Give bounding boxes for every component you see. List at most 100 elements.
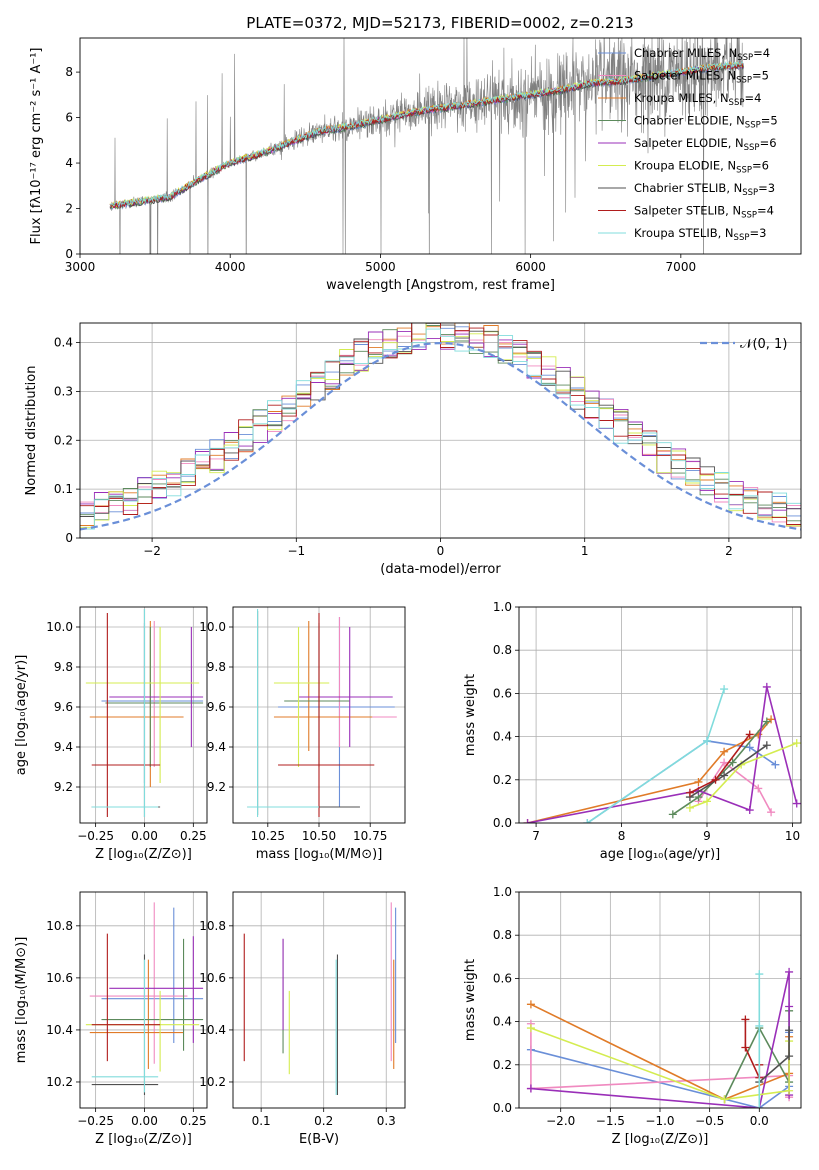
normal-curve: [80, 341, 801, 531]
weight-marker: [792, 799, 801, 808]
x-tick-label: −1: [287, 544, 305, 558]
y-tick-label: 10.4: [199, 1023, 226, 1037]
x-tick-label: −0.25: [77, 1114, 114, 1128]
panel-massweight_vs_age: 7 8 9 10 0.0 0.2 0.4 0.6 0.8 1.0 age [log₁₀(age/yr…: [463, 600, 802, 862]
legend-entry: Kroupa ELODIE, NSSP=6: [634, 159, 769, 176]
y-tick-label: 9.6: [54, 700, 73, 714]
y-tick-label: 0.2: [493, 773, 512, 787]
y-axis-label: age [log₁₀(age/yr)]: [14, 655, 29, 776]
y-tick-label: 10.6: [199, 971, 226, 985]
x-tick-label: 4000: [215, 260, 246, 274]
y-tick-label: 10.8: [46, 919, 73, 933]
weight-marker: [755, 1021, 764, 1030]
weight-marker: [720, 1095, 729, 1104]
x-axis-label: Z [log₁₀(Z/Z⊙)]: [95, 847, 192, 862]
weight-marker: [685, 803, 694, 812]
panel-mass_vs_Z: −0.25 0.00 0.25 10.2 10.4 10.6 10.8 Z [log₁₀(Z/…: [14, 891, 208, 1147]
weight-marker: [526, 1000, 535, 1009]
weight-marker: [785, 1052, 794, 1061]
panel-age_vs_mass: 10.25 10.50 10.75 9.2 9.4 9.6 9.8 10.0 mass [log…: [199, 606, 406, 862]
legend-entry: Kroupa STELIB, NSSP=3: [634, 226, 766, 243]
x-tick-label: 1: [581, 544, 589, 558]
weight-marker: [694, 777, 703, 786]
y-tick-label: 0.2: [493, 1058, 512, 1072]
y-tick-label: 1.0: [493, 600, 512, 614]
legend-entry: Chabrier MILES, NSSP=4: [634, 46, 770, 63]
x-tick-label: −1.0: [645, 1114, 674, 1128]
weight-marker: [755, 970, 764, 979]
y-tick-label: 0.8: [493, 928, 512, 942]
x-tick-label: −1.5: [596, 1114, 625, 1128]
y-axis-label: mass weight: [463, 959, 478, 1041]
y-tick-label: 0.4: [493, 730, 512, 744]
plot-area-mass_vs_ebv: [243, 902, 397, 1095]
weight-marker: [523, 819, 532, 823]
x-tick-label: 7000: [666, 260, 697, 274]
weight-marker: [785, 1026, 794, 1035]
x-tick-label: −2.0: [546, 1114, 575, 1128]
model-line: [109, 61, 744, 208]
x-tick-label: 0: [437, 544, 445, 558]
x-tick-label: 0.0: [750, 1114, 769, 1128]
y-tick-label: 10.2: [46, 1075, 73, 1089]
y-tick-label: 4: [65, 156, 73, 170]
x-tick-label: 0.00: [131, 829, 158, 843]
y-tick-label: 0.4: [493, 1015, 512, 1029]
weight-marker: [720, 747, 729, 756]
x-tick-label: −2: [143, 544, 161, 558]
x-tick-label: 7: [532, 829, 540, 843]
y-tick-label: 9.6: [207, 700, 226, 714]
x-tick-label: 10: [785, 829, 800, 843]
weight-marker: [685, 788, 694, 797]
y-tick-label: 10.4: [46, 1023, 73, 1037]
weight-marker: [728, 758, 737, 767]
legend-entry: Salpeter MILES, NSSP=5: [634, 69, 769, 86]
weight-marker: [741, 1043, 750, 1052]
weight-marker: [703, 736, 711, 745]
y-tick-label: 0.8: [493, 643, 512, 657]
plot-area-residuals: [80, 323, 801, 531]
x-tick-label: 5000: [365, 260, 396, 274]
y-axis-label: mass weight: [463, 674, 478, 756]
legend-entry: Salpeter STELIB, NSSP=4: [634, 204, 774, 221]
axes-frame: [79, 322, 802, 539]
y-tick-label: 0.2: [54, 433, 73, 447]
legend-entry: Salpeter ELODIE, NSSP=6: [634, 136, 777, 153]
panel-age_vs_Z: −0.25 0.00 0.25 9.2 9.4 9.6 9.8 10.0 Z [log₁₀(Z/…: [14, 606, 208, 862]
x-tick-label: 0.1: [252, 1114, 271, 1128]
plot-area-age_vs_mass: [247, 609, 397, 817]
y-tick-label: 0.6: [493, 686, 512, 700]
y-tick-label: 10.0: [46, 620, 73, 634]
axes-frame: [79, 606, 208, 824]
axes-frame: [518, 891, 802, 1109]
axes-frame: [79, 37, 802, 255]
axes-frame: [232, 606, 406, 824]
y-axis-label: mass [log₁₀(M/M⊙)]: [14, 937, 29, 1064]
y-tick-label: 10.8: [199, 919, 226, 933]
plot-area-massweight_vs_Z: [526, 967, 794, 1108]
plot-area-age_vs_Z: [85, 609, 204, 817]
weight-marker: [745, 806, 754, 815]
weight-marker: [720, 685, 729, 694]
weight-marker: [668, 810, 677, 819]
weight-marker: [526, 1084, 535, 1093]
y-tick-label: 0: [65, 247, 73, 261]
x-tick-label: −0.5: [695, 1114, 724, 1128]
y-tick-label: 8: [65, 65, 73, 79]
y-tick-label: 0.4: [54, 336, 73, 350]
x-tick-label: 6000: [515, 260, 546, 274]
x-tick-label: 9: [703, 829, 711, 843]
weight-line: [527, 686, 798, 823]
weight-line: [530, 1027, 790, 1101]
x-tick-label: 0.00: [131, 1114, 158, 1128]
x-tick-label: −0.25: [77, 829, 114, 843]
y-axis-label: Normed distribution: [24, 366, 39, 496]
weight-marker: [755, 1104, 764, 1108]
chart-title: PLATE=0372, MJD=52173, FIBERID=0002, z=0…: [246, 14, 633, 32]
plot-area-spectrum: [109, 38, 745, 254]
axes-frame: [232, 891, 406, 1109]
legend-entry: Chabrier STELIB, NSSP=3: [634, 181, 775, 198]
y-tick-label: 9.2: [207, 780, 226, 794]
y-tick-label: 0.0: [493, 816, 512, 830]
y-tick-label: 2: [65, 202, 73, 216]
